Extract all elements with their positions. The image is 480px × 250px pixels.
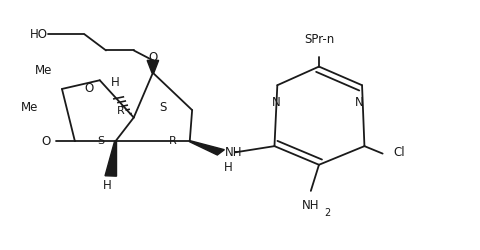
Text: N: N [355,96,364,109]
Polygon shape [105,141,117,176]
Text: R: R [169,136,177,146]
Polygon shape [189,141,224,155]
Text: NH: NH [225,146,242,159]
Text: R: R [117,106,124,116]
Text: Me: Me [35,64,52,77]
Polygon shape [147,60,158,73]
Text: S: S [97,136,105,146]
Text: 2: 2 [324,208,331,218]
Text: H: H [103,180,111,192]
Text: HO: HO [29,28,48,41]
Text: O: O [148,52,157,64]
Text: NH: NH [302,199,320,212]
Text: N: N [272,96,280,109]
Text: Me: Me [21,101,38,114]
Text: H: H [224,161,232,174]
Text: H: H [111,76,120,89]
Text: O: O [84,82,94,96]
Text: Cl: Cl [393,146,405,159]
Text: O: O [42,135,51,148]
Text: SPr-n: SPr-n [304,33,334,46]
Text: S: S [160,101,167,114]
